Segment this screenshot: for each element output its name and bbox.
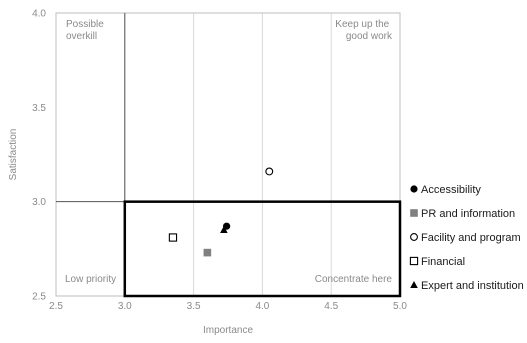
point-expert-and-institution bbox=[220, 225, 228, 233]
legend-label-accessibility: Accessibility bbox=[421, 184, 481, 196]
quadrant-label-low-priority: Low priority bbox=[65, 274, 116, 285]
y-axis-title: Satisfaction bbox=[8, 129, 19, 181]
legend-label-financial: Financial bbox=[421, 256, 465, 268]
point-financial bbox=[168, 233, 178, 242]
x-tick-label: 3.5 bbox=[187, 301, 201, 312]
x-tick-label: 5.0 bbox=[393, 301, 407, 312]
x-tick-labels: 2.5 3.0 3.5 4.0 4.5 5.0 bbox=[49, 301, 407, 312]
legend-marker-accessibility bbox=[410, 185, 418, 193]
point-pr-and-information bbox=[203, 248, 212, 257]
concentrate-region-box bbox=[123, 200, 402, 298]
y-tick-label: 2.5 bbox=[32, 292, 46, 303]
legend-marker-facility-and-program bbox=[410, 233, 418, 241]
y-tick-label: 4.0 bbox=[32, 9, 46, 20]
data-points bbox=[168, 167, 274, 257]
y-tick-labels: 2.5 3.0 3.5 4.0 bbox=[32, 9, 46, 303]
y-tick-label: 3.5 bbox=[32, 103, 46, 114]
y-tick-label: 3.0 bbox=[32, 197, 46, 208]
legend: Accessibility PR and information Facility … bbox=[409, 184, 524, 292]
quadrant-label-concentrate-here: Concentrate here bbox=[315, 274, 393, 285]
x-axis-title: Importance bbox=[203, 325, 253, 336]
x-tick-label: 4.0 bbox=[255, 301, 269, 312]
legend-marker-pr-and-information bbox=[410, 209, 418, 217]
legend-label-expert-and-institution: Expert and institution bbox=[421, 280, 524, 292]
x-tick-label: 3.0 bbox=[118, 301, 132, 312]
grid-layer bbox=[124, 13, 332, 296]
legend-marker-financial bbox=[409, 256, 419, 266]
x-tick-label: 2.5 bbox=[49, 301, 63, 312]
plot-area-frame bbox=[55, 12, 401, 297]
legend-marker-expert-and-institution bbox=[410, 281, 418, 288]
quadrant-label-keep-up-good-work: Keep up the good work bbox=[335, 19, 393, 42]
quadrant-label-possible-overkill: Possible overkill bbox=[66, 19, 107, 42]
point-facility-and-program bbox=[265, 167, 274, 176]
legend-label-facility-and-program: Facility and program bbox=[421, 232, 521, 244]
x-tick-label: 4.5 bbox=[324, 301, 338, 312]
legend-label-pr-and-information: PR and information bbox=[421, 208, 515, 220]
